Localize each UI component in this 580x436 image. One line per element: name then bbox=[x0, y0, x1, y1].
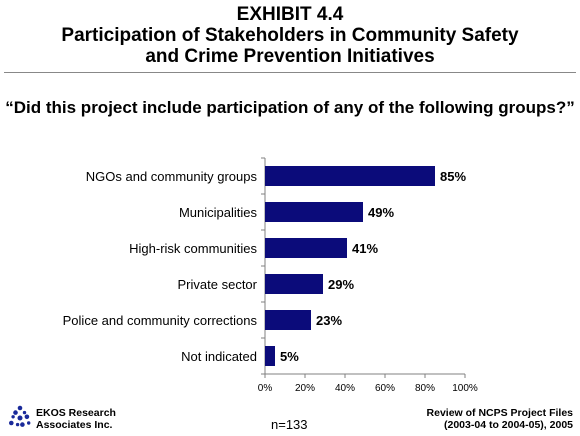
sample-size: n=133 bbox=[271, 417, 308, 432]
bar bbox=[265, 274, 323, 294]
bar bbox=[265, 346, 275, 366]
value-label: 29% bbox=[328, 277, 354, 292]
category-label: Private sector bbox=[178, 277, 258, 292]
bar-chart: NGOs and community groups 85% Municipaliti… bbox=[63, 157, 478, 394]
category-label: High-risk communities bbox=[129, 241, 257, 256]
bar bbox=[265, 202, 363, 222]
value-label: 41% bbox=[352, 241, 378, 256]
source-line-1: Review of NCPS Project Files bbox=[426, 407, 573, 419]
ekos-logo-icon bbox=[9, 405, 31, 427]
x-tick-label: 80% bbox=[415, 383, 435, 394]
category-label: Police and community corrections bbox=[63, 313, 258, 328]
value-label: 23% bbox=[316, 313, 342, 328]
category-label: Not indicated bbox=[181, 349, 257, 364]
exhibit-number: EXHIBIT 4.4 bbox=[236, 4, 344, 25]
category-label: Municipalities bbox=[179, 205, 258, 220]
source-note: Review of NCPS Project Files (2003-04 to… bbox=[427, 407, 573, 431]
x-tick-label: 40% bbox=[335, 383, 355, 394]
x-tick-label: 20% bbox=[295, 383, 315, 394]
title-line-1: Participation of Stakeholders in Communi… bbox=[61, 25, 519, 46]
category-label: NGOs and community groups bbox=[86, 169, 258, 184]
x-tick-label: 60% bbox=[375, 383, 395, 394]
value-label: 85% bbox=[440, 169, 466, 184]
x-tick-label: 0% bbox=[258, 383, 273, 394]
title-divider bbox=[4, 72, 576, 73]
bar bbox=[265, 310, 311, 330]
bar bbox=[265, 238, 347, 258]
survey-question: “Did this project include participation … bbox=[5, 98, 575, 117]
x-tick-label: 100% bbox=[452, 383, 478, 394]
source-line-2: (2003-04 to 2004-05), 2005 bbox=[444, 419, 573, 431]
title-block: EXHIBIT 4.4 Participation of Stakeholder… bbox=[0, 4, 580, 67]
bar bbox=[265, 166, 435, 186]
organization-name: EKOS Research Associates Inc. bbox=[36, 407, 116, 431]
organization-name-line-2: Associates Inc. bbox=[36, 419, 113, 431]
value-label: 5% bbox=[280, 349, 299, 364]
value-label: 49% bbox=[368, 205, 394, 220]
organization-name-line-1: EKOS Research bbox=[36, 407, 116, 419]
title-line-2: and Crime Prevention Initiatives bbox=[145, 46, 435, 67]
